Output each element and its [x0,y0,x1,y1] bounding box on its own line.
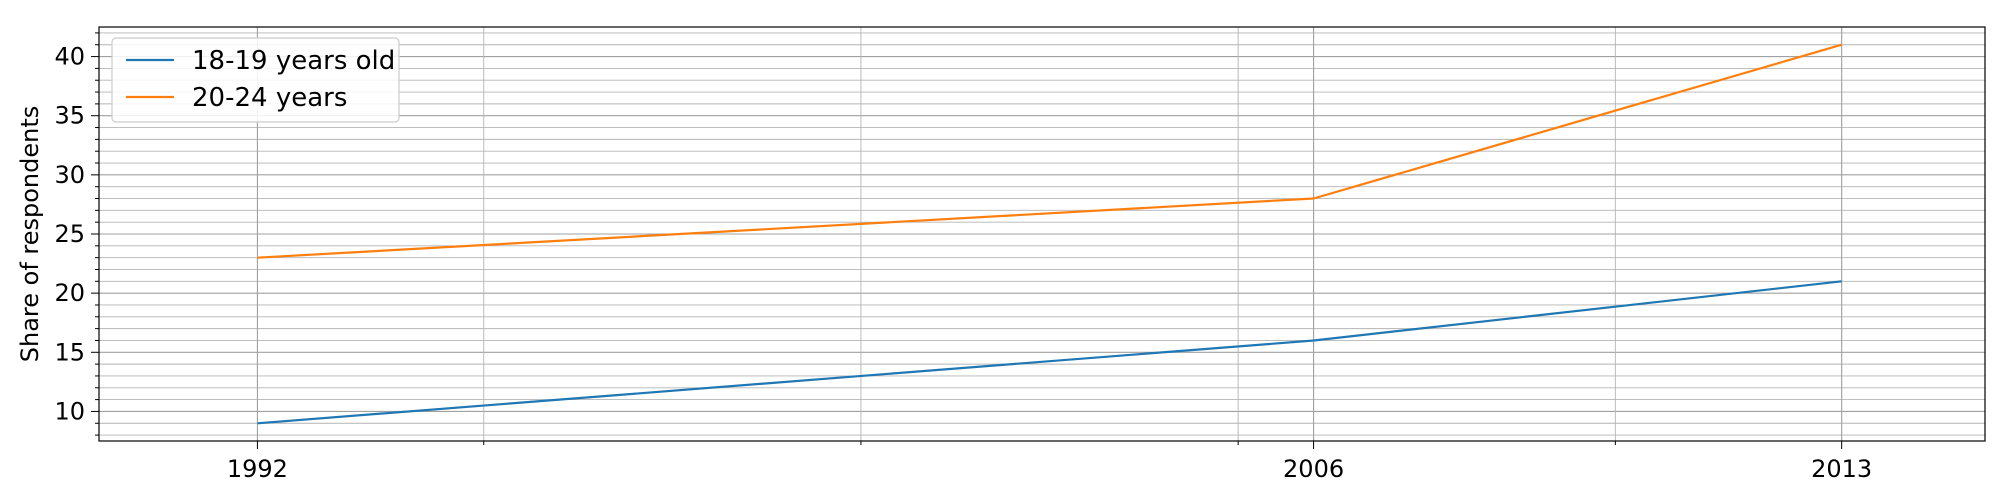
series-line [257,43,1843,259]
y-tick-label: 10 [54,397,85,425]
x-tick-label: 2013 [1811,455,1872,483]
y-tick-label: 20 [54,279,85,307]
legend-label: 18-19 years old [192,46,395,76]
x-tick-label: 1992 [227,455,288,483]
y-tick-label: 40 [54,43,85,71]
y-axis-label: Share of respondents [16,106,44,363]
x-tick-label: 2006 [1283,455,1344,483]
y-tick-label: 25 [54,220,85,248]
legend-box [111,37,400,123]
series-line [257,280,1842,425]
y-tick-label: 30 [54,161,85,189]
legend-label: 20-24 years [192,83,347,113]
grid [99,27,1985,441]
series-lines [257,43,1843,425]
legend: 18-19 years old 20-24 years [111,37,400,123]
y-tick-label: 15 [54,338,85,366]
axis-ticks: 10 15 20 25 30 35 40 1992 2006 2013 [54,32,1872,483]
y-tick-label: 35 [54,102,85,130]
